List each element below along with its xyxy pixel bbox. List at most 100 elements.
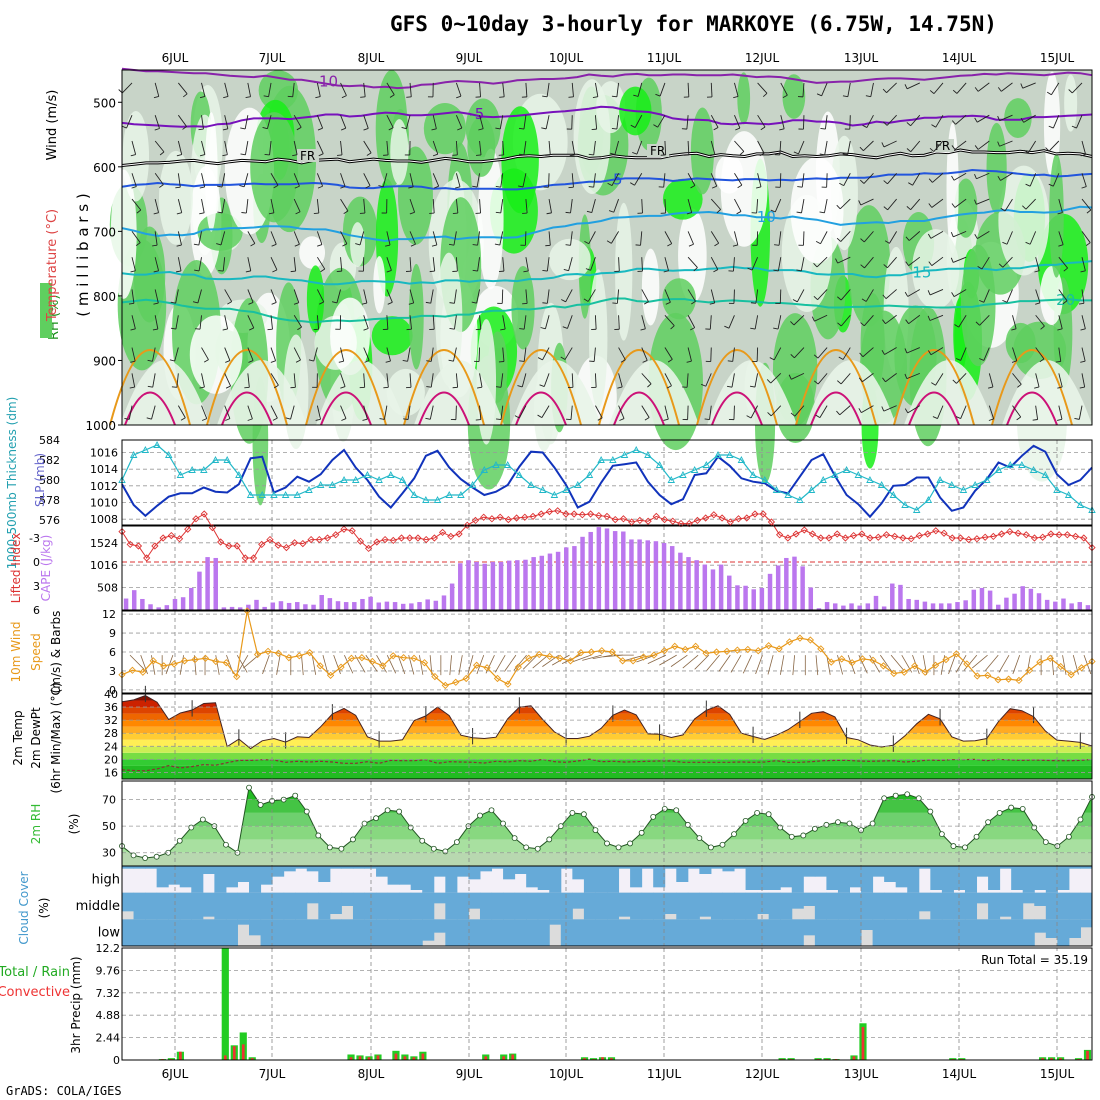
wind-barb-flag	[267, 328, 273, 331]
cloud-low-bar	[503, 919, 516, 946]
cloud-middle-bar	[837, 892, 850, 920]
wind10m-speed-point	[671, 642, 679, 650]
wind-barb-flag	[611, 128, 617, 130]
wind-barb-flag	[951, 203, 956, 208]
cloud-high-bar	[653, 866, 666, 888]
thickness-point	[749, 471, 757, 478]
wind-barb-staff	[912, 173, 921, 186]
cloud-high-bar	[630, 866, 643, 888]
cape-bar	[205, 557, 210, 610]
wind10m-barb	[1051, 655, 1054, 676]
li-point	[849, 531, 858, 540]
wind-barb-staff	[618, 315, 620, 330]
wind10m-barb	[193, 655, 197, 676]
wind10m-speed-point	[1046, 654, 1054, 662]
li-point	[340, 525, 348, 533]
cape-bar	[955, 602, 960, 610]
li-point	[932, 527, 940, 535]
cloud-high-bar	[722, 866, 735, 872]
wind-barb-staff	[863, 314, 874, 327]
li-tick-label: 6	[33, 604, 40, 617]
wind-barb-staff	[316, 199, 320, 214]
wind-barb-flag	[518, 185, 524, 188]
wind-barb-flag	[248, 302, 254, 305]
wind-barb-staff	[270, 315, 273, 330]
wind10m-speed-point	[650, 651, 658, 659]
li-point	[143, 554, 151, 562]
wind-barb-staff	[363, 199, 366, 214]
wind-barb-staff	[1058, 315, 1063, 329]
temperature-contour-warm	[991, 349, 1073, 426]
cloud-middle-bar	[791, 892, 804, 909]
wind10m-speed-point	[827, 658, 835, 666]
wind-barb-staff	[430, 373, 434, 388]
wind-barb-staff	[687, 82, 690, 97]
wind-barb-flag	[988, 418, 994, 421]
wind-barb-staff	[154, 82, 160, 97]
temp2m-tick-label: 16	[104, 766, 118, 779]
wind-barb-flag	[842, 95, 848, 98]
wind-barb-staff	[479, 140, 482, 155]
cloud-low-bar	[941, 919, 954, 946]
wind-barb-flag	[241, 212, 247, 214]
wind-barb-staff	[907, 289, 921, 297]
li-point	[915, 531, 924, 540]
wind-barb-flag	[782, 94, 788, 99]
rh-shade-blob	[299, 236, 326, 269]
cape-bar	[947, 603, 952, 610]
rh2m-point	[534, 845, 541, 852]
wind-barb-flag	[225, 360, 231, 363]
cloud-low-bar	[468, 919, 481, 946]
thickness-point	[959, 486, 968, 493]
temperature-contour-label: -10	[314, 73, 339, 91]
rh-shade-blob	[250, 112, 299, 223]
freezing-level-label: FR	[935, 139, 950, 153]
li-point	[652, 512, 660, 521]
wind10m-barb	[779, 655, 785, 675]
wind-barb-flag	[1020, 117, 1025, 123]
wind-barb-flag	[1071, 125, 1077, 129]
rh-dry-dome	[511, 360, 601, 425]
wind-barb-flag	[713, 127, 719, 131]
thickness-point	[270, 491, 278, 498]
wind-barb-flag	[471, 301, 477, 304]
cape-bar	[971, 589, 977, 610]
wind-barb-staff	[1022, 82, 1036, 89]
wind-barb-staff	[1076, 115, 1083, 129]
cloud-level-label: low	[98, 926, 121, 941]
rh-shade-blob	[390, 119, 409, 185]
wind-barb-flag	[928, 350, 932, 355]
rh2m-point	[892, 792, 899, 799]
wind-barb-staff	[1035, 347, 1045, 360]
wind-barb-flag	[858, 200, 862, 206]
wind-barb-flag	[1058, 244, 1064, 247]
wind10m-barb	[1012, 655, 1021, 675]
wind10m-speed-point	[848, 659, 856, 667]
thickness-point	[609, 456, 617, 463]
wind-barb-staff	[796, 289, 805, 303]
wind10m-speed-point	[462, 674, 470, 683]
wind-barb-flag	[159, 151, 165, 156]
wind-barb-staff	[755, 289, 759, 304]
wind-barb-staff	[976, 198, 990, 205]
wind10m-speed-point	[180, 657, 189, 665]
wind-barb-staff	[860, 198, 874, 206]
wind-barb-flag	[713, 269, 719, 273]
wind-barb-staff	[1012, 405, 1022, 418]
precip-convective-bar	[861, 1026, 865, 1060]
temp2m-band	[122, 726, 1092, 734]
wind-barb-staff	[824, 140, 828, 155]
rh-shade-blob	[782, 74, 806, 119]
wind-barb-flag	[770, 209, 776, 213]
wind-barb-staff	[800, 257, 805, 272]
rh2m-point	[592, 827, 599, 834]
wind-barb-staff	[453, 315, 457, 330]
thickness-point	[515, 471, 524, 478]
cape-bar	[498, 561, 504, 610]
wind-barb-flag	[519, 328, 525, 330]
wind10m-speed-point	[316, 662, 324, 670]
wind10m-speed-point	[963, 660, 971, 668]
cape-bar	[963, 600, 968, 610]
wind10m-speed-point	[253, 650, 262, 659]
wind-barb-flag	[816, 93, 822, 97]
